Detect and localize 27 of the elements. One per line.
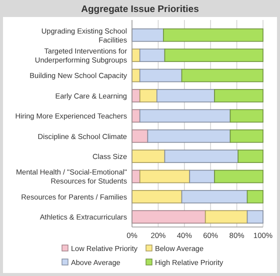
bar [132, 210, 206, 224]
bar [164, 150, 239, 163]
bar [156, 89, 215, 102]
bar [246, 190, 264, 204]
bar [139, 170, 190, 184]
bar [163, 28, 264, 42]
bar [139, 109, 231, 123]
chart-title: Aggregate Issue Priorities [81, 4, 199, 15]
bar [230, 129, 264, 143]
bar [204, 210, 248, 224]
bar [132, 28, 164, 42]
bar [238, 150, 264, 163]
bar [139, 68, 182, 82]
bar [214, 170, 264, 184]
bar [246, 210, 264, 224]
bar [230, 109, 264, 123]
bar [132, 190, 182, 204]
bar [214, 89, 264, 102]
bar [181, 68, 264, 82]
bar [147, 129, 231, 143]
bar [132, 129, 148, 143]
bar [139, 89, 158, 102]
bar [132, 150, 166, 163]
bar [164, 48, 264, 62]
bar [189, 170, 215, 184]
bar [181, 190, 248, 204]
bar [139, 48, 166, 62]
